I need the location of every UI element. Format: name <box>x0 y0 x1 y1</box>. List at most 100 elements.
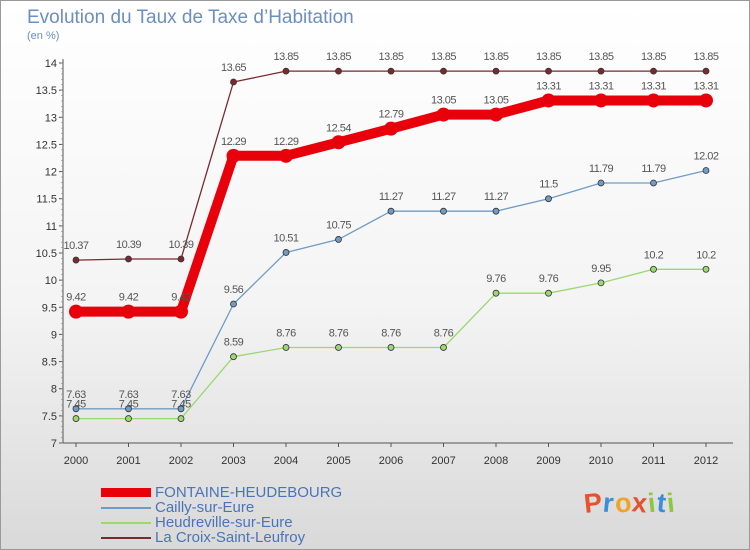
data-point <box>125 415 132 422</box>
y-tick-label: 7.5 <box>42 411 57 423</box>
data-point <box>702 167 710 174</box>
data-point <box>440 207 447 215</box>
data-point <box>125 255 132 263</box>
data-label: 11.27 <box>484 191 509 203</box>
chart-title: Evolution du Taux de Taxe d’Habitation <box>27 7 354 28</box>
data-point <box>177 405 185 413</box>
y-tick-label: 10.5 <box>36 248 57 260</box>
data-label: 7.45 <box>171 399 191 411</box>
data-label: 9.42 <box>119 292 139 304</box>
data-point <box>279 148 293 163</box>
data-point <box>492 207 500 215</box>
brand-logo: Proxiti <box>582 487 676 519</box>
data-label: 10.37 <box>63 240 88 252</box>
data-label: 13.31 <box>693 80 718 92</box>
series-0 <box>69 93 713 319</box>
data-label: 8.76 <box>381 327 401 339</box>
data-label: 8.76 <box>329 327 349 339</box>
data-label: 12.02 <box>693 150 718 162</box>
y-tick-label: 14 <box>45 58 57 70</box>
y-tick-label: 11 <box>46 221 57 233</box>
data-point <box>650 265 657 273</box>
data-label: 13.31 <box>536 80 561 92</box>
data-point <box>384 121 398 136</box>
data-point <box>440 67 447 75</box>
data-label: 7.63 <box>171 389 191 401</box>
data-label: 10.39 <box>168 239 193 251</box>
x-tick-label: 2009 <box>536 455 560 467</box>
data-label: 11.27 <box>379 191 404 203</box>
data-point <box>440 344 447 351</box>
data-point <box>335 344 342 351</box>
legend-label: La Croix-Saint-Leufroy <box>155 529 306 546</box>
x-tick-label: 2001 <box>116 455 140 467</box>
legend-label: Heudreville-sur-Eure <box>155 514 293 531</box>
data-label: 9.42 <box>66 292 86 304</box>
data-label: 13.85 <box>378 51 403 63</box>
data-point <box>650 67 657 75</box>
legend-swatch <box>101 488 151 497</box>
data-label: 12.29 <box>221 136 246 148</box>
data-label: 13.85 <box>536 51 561 63</box>
x-tick-label: 2011 <box>642 455 666 467</box>
data-point <box>702 67 710 75</box>
data-label: 12.79 <box>378 109 403 121</box>
x-tick-label: 2012 <box>694 455 718 467</box>
data-point <box>541 93 556 108</box>
x-tick-label: 2004 <box>274 455 298 467</box>
data-point <box>597 67 605 75</box>
data-label: 13.85 <box>273 51 298 63</box>
data-label: 13.85 <box>431 51 456 63</box>
data-point <box>335 67 342 75</box>
data-point <box>69 304 83 319</box>
data-label: 13.85 <box>588 51 613 63</box>
data-label: 11.79 <box>641 163 666 175</box>
data-point <box>545 67 552 75</box>
legend-swatch <box>101 537 151 539</box>
data-label: 9.76 <box>486 273 506 285</box>
data-point <box>597 179 605 187</box>
x-tick-label: 2010 <box>589 455 613 467</box>
data-label: 13.85 <box>326 51 351 63</box>
data-label: 11.27 <box>431 191 456 203</box>
x-tick-label: 2000 <box>64 455 88 467</box>
data-point <box>387 67 395 75</box>
data-label: 7.45 <box>66 399 86 411</box>
data-point <box>699 93 713 108</box>
data-label: 9.56 <box>224 284 244 296</box>
data-point <box>177 415 185 422</box>
legend-swatch <box>101 522 151 524</box>
data-point <box>125 405 132 413</box>
legend-swatch <box>101 507 151 509</box>
data-point <box>230 78 237 86</box>
data-label: 8.59 <box>224 337 244 349</box>
y-tick-label: 11.5 <box>36 194 57 206</box>
data-label: 13.85 <box>693 51 718 63</box>
data-label: 9.95 <box>591 263 611 275</box>
data-point <box>489 107 503 122</box>
data-point <box>436 107 451 122</box>
x-tick-label: 2002 <box>169 455 193 467</box>
y-tick-label: 10 <box>45 275 57 287</box>
data-point <box>387 344 395 351</box>
data-label: 12.29 <box>273 136 298 148</box>
data-label: 10.2 <box>696 249 716 261</box>
x-tick-label: 2003 <box>221 455 245 467</box>
data-label: 9.76 <box>539 273 559 285</box>
y-tick-label: 9 <box>51 329 57 341</box>
data-label: 12.54 <box>326 122 351 134</box>
data-label: 11.5 <box>539 179 558 191</box>
data-point <box>492 289 500 297</box>
legend-label: FONTAINE-HEUDEBOURG <box>155 484 343 501</box>
data-point <box>594 93 608 108</box>
series-2 <box>72 265 710 422</box>
y-tick-label: 12.5 <box>36 139 57 151</box>
data-point <box>492 67 500 75</box>
data-label: 10.39 <box>116 239 141 251</box>
x-tick-label: 2008 <box>484 455 508 467</box>
data-point <box>646 93 661 108</box>
data-label: 7.63 <box>66 389 86 401</box>
data-point <box>331 135 346 150</box>
series-1 <box>72 167 710 413</box>
